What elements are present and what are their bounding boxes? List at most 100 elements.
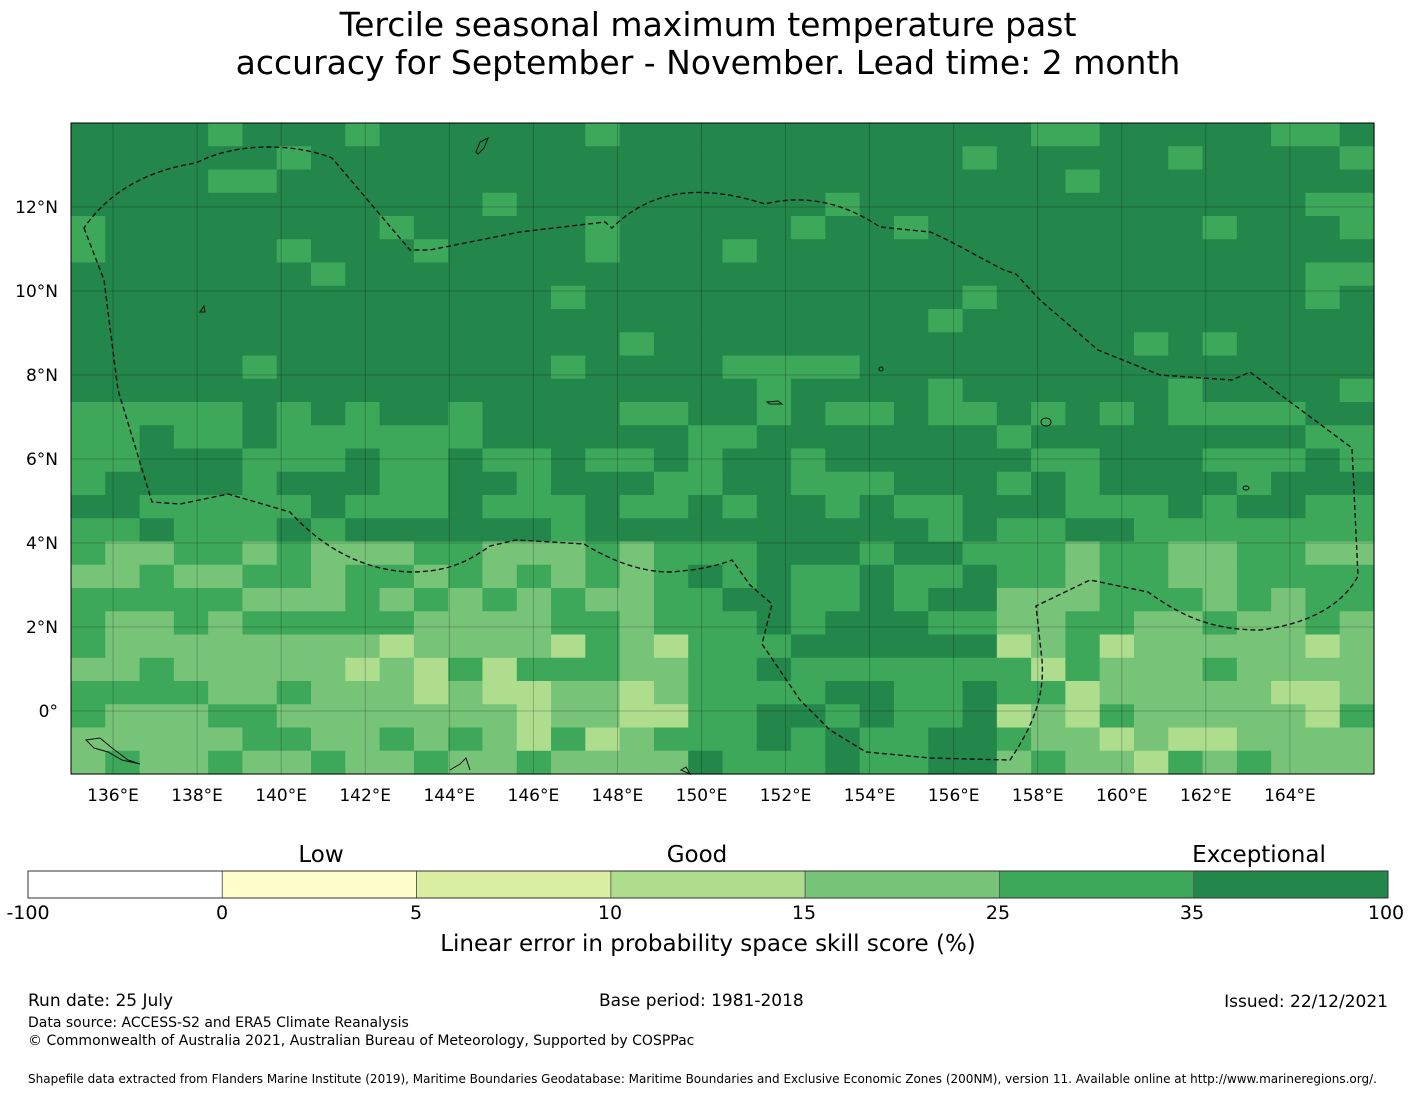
skill-cell (996, 681, 1032, 705)
skill-cell (688, 192, 724, 217)
skill-cell (516, 727, 552, 752)
skill-cell (139, 727, 175, 752)
skill-cell (962, 588, 998, 612)
longitude-label: 150°E (676, 786, 728, 806)
skill-cell (653, 146, 689, 171)
skill-cell (1133, 123, 1169, 147)
skill-cell (653, 332, 689, 357)
skill-cell (859, 495, 895, 519)
skill-cell (482, 355, 518, 380)
skill-cell (1236, 262, 1272, 287)
skill-cell (585, 425, 621, 450)
skill-cell (208, 681, 244, 705)
skill-cell (962, 169, 998, 194)
skill-cell (1202, 750, 1238, 775)
skill-cell (379, 471, 415, 496)
skill-cell (105, 495, 141, 519)
skill-grid (71, 123, 1375, 775)
skill-cell (653, 657, 689, 682)
skill-cell (139, 332, 175, 357)
skill-cell (996, 402, 1032, 426)
skill-cell (1168, 704, 1204, 729)
skill-cell (1305, 634, 1341, 659)
skill-cell (893, 146, 929, 171)
skill-cell (1271, 611, 1307, 636)
longitude-label: 160°E (1096, 786, 1148, 806)
skill-cell (791, 657, 826, 682)
skill-cell (996, 448, 1032, 473)
skill-cell (859, 564, 895, 589)
skill-cell (825, 239, 861, 264)
skill-cell (276, 471, 312, 496)
skill-cell (825, 518, 861, 543)
skill-cell (276, 704, 312, 729)
skill-cell (71, 564, 106, 589)
skill-cell (516, 448, 552, 473)
skill-cell (276, 564, 312, 589)
skill-cell (1099, 657, 1135, 682)
skill-cell (139, 355, 175, 380)
skill-cell (791, 541, 826, 566)
skill-cell (1065, 355, 1101, 380)
skill-cell (551, 657, 586, 682)
skill-cell (379, 564, 415, 589)
skill-cell (551, 239, 586, 264)
skill-cell (722, 332, 758, 357)
skill-cell (413, 309, 449, 333)
skill-cell (756, 216, 792, 240)
skill-cell (1236, 471, 1272, 496)
skill-cell (448, 448, 484, 473)
skill-cell (482, 634, 518, 659)
skill-cell (1065, 123, 1101, 147)
skill-cell (688, 495, 724, 519)
skill-cell (585, 495, 621, 519)
skill-cell (585, 285, 621, 310)
skill-cell (859, 402, 895, 426)
skill-cell (1099, 239, 1135, 264)
skill-cell (311, 123, 346, 147)
skill-cell (756, 425, 792, 450)
skill-cell (173, 309, 209, 333)
skill-cell (825, 192, 861, 217)
skill-cell (585, 146, 621, 171)
skill-cell (1236, 425, 1272, 450)
title-line-2: accuracy for September - November. Lead … (235, 43, 1181, 82)
skill-cell (585, 588, 621, 612)
skill-cell (482, 657, 518, 682)
skill-cell (825, 611, 861, 636)
skill-cell (688, 355, 724, 380)
skill-cell (105, 123, 141, 147)
skill-cell (1065, 750, 1101, 775)
skill-cell (173, 285, 209, 310)
skill-cell (208, 309, 244, 333)
longitude-label: 162°E (1180, 786, 1232, 806)
skill-cell (1065, 518, 1101, 543)
skill-cell (413, 192, 449, 217)
skill-cell (173, 704, 209, 729)
skill-cell (276, 169, 312, 194)
skill-cell (173, 448, 209, 473)
skill-cell (482, 750, 518, 775)
skill-cell (619, 378, 655, 403)
skill-cell (1202, 657, 1238, 682)
skill-cell (1305, 541, 1341, 566)
skill-cell (105, 169, 141, 194)
skill-cell (653, 518, 689, 543)
skill-cell (619, 448, 655, 473)
skill-cell (516, 169, 552, 194)
skill-cell (688, 262, 724, 287)
latitude-label: 4°N (26, 534, 58, 554)
skill-cell (311, 681, 346, 705)
skill-cell (962, 192, 998, 217)
skill-cell (242, 146, 278, 171)
skill-cell (722, 588, 758, 612)
skill-cell (208, 495, 244, 519)
longitude-label: 158°E (1012, 786, 1064, 806)
skill-cell (996, 564, 1032, 589)
skill-cell (1305, 239, 1341, 264)
skill-cell (653, 402, 689, 426)
skill-cell (893, 541, 929, 566)
skill-cell (1031, 239, 1066, 264)
skill-cell (928, 402, 964, 426)
skill-cell (928, 285, 964, 310)
